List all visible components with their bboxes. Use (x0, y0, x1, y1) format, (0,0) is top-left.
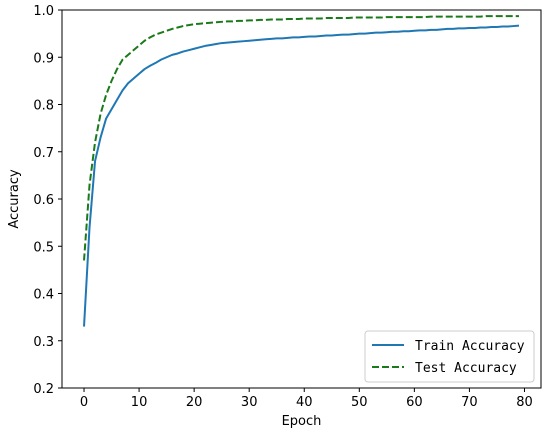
legend-box (364, 330, 535, 383)
legend-label-test: Test Accuracy (415, 361, 517, 376)
test-accuracy-line (83, 15, 519, 261)
x-tick-label: 0 (80, 395, 88, 410)
x-tick-label: 60 (406, 395, 423, 410)
x-tick-label: 50 (351, 395, 368, 410)
x-tick-label: 20 (186, 395, 203, 410)
x-tick-label: 30 (241, 395, 258, 410)
y-tick-label: 0.6 (33, 193, 54, 208)
y-tick-label: 0.2 (33, 382, 54, 397)
y-tick-label: 0.7 (33, 146, 54, 161)
train-accuracy-line (83, 24, 520, 327)
x-tick-label: 10 (131, 395, 148, 410)
y-axis-label: Accuracy (7, 169, 22, 229)
y-tick-label: 1.0 (33, 4, 54, 19)
test-accuracy-series (83, 15, 519, 261)
legend: Train Accuracy Test Accuracy (364, 330, 535, 383)
x-axis-ticks: 0 10 20 30 40 50 60 70 80 (80, 388, 533, 410)
plot-area (83, 15, 520, 327)
x-tick-label: 70 (461, 395, 478, 410)
y-tick-label: 0.8 (33, 99, 54, 114)
x-tick-label: 40 (296, 395, 313, 410)
y-tick-label: 0.9 (33, 51, 54, 66)
y-tick-label: 0.3 (33, 335, 54, 350)
legend-label-train: Train Accuracy (415, 339, 525, 354)
x-tick-label: 80 (516, 395, 533, 410)
x-axis-label: Epoch (282, 414, 322, 429)
y-axis-ticks: 0.2 0.3 0.4 0.5 0.6 0.7 0.8 0.9 1.0 (33, 4, 62, 397)
y-tick-label: 0.5 (33, 240, 54, 255)
y-tick-label: 0.4 (33, 288, 54, 303)
train-accuracy-series (83, 24, 520, 327)
